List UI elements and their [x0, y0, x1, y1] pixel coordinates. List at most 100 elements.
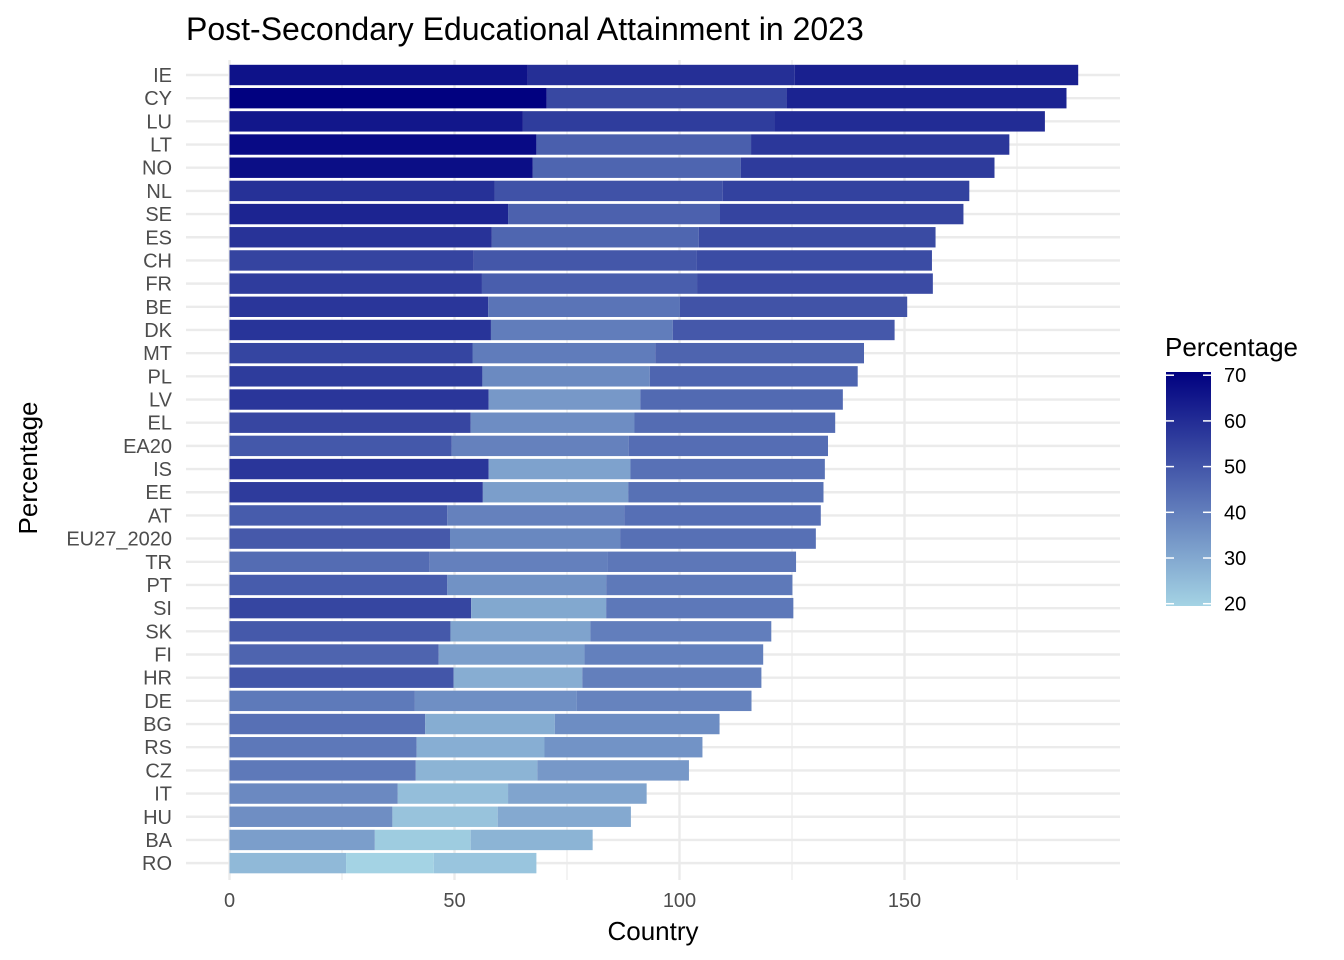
y-axis-title: Percentage [13, 402, 43, 535]
bar-segment: CZ: 27 [415, 760, 538, 781]
bar-segment: EE: 56.3 [229, 482, 483, 503]
bar-segment: FR: 56.1 [229, 273, 482, 294]
bar-segment: SE: 61.9 [229, 203, 509, 225]
x-axis-tick-labels: 0 50 100 150 [224, 890, 921, 912]
y-tick-label: BE [145, 297, 172, 319]
bar-segment: FI: 32.4 [438, 644, 585, 665]
bars: IE: 66.3IE: 59.3IE: 63 CY: 70.5CY: 53.3CY… [229, 64, 1079, 874]
legend-colorbar [1166, 372, 1211, 606]
bar-segment: AT: 39.3 [447, 505, 625, 526]
bar-segment: DK: 49.3 [672, 319, 895, 341]
bar-segment: IT: 37.4 [229, 783, 398, 804]
bar-segment: IT: 24.5 [397, 783, 509, 804]
bar-segment: HU: 29.6 [497, 806, 631, 827]
y-tick-label: TR [145, 552, 172, 574]
bar-segment: NO: 67.4 [229, 157, 533, 178]
bar-segment: EL: 44.6 [634, 412, 836, 433]
bar-segment: RS: 41.6 [229, 737, 417, 758]
bar-segment: EA20: 39.3 [451, 435, 629, 457]
bar-segment: IT: 30.8 [508, 783, 647, 804]
bar-segment: CH: 49.5 [473, 250, 697, 271]
bar-segment: SI: 30 [471, 597, 607, 619]
bar-segment: IS: 31.5 [488, 458, 631, 480]
bar-segment: FR: 52.4 [697, 273, 933, 294]
x-tick-label: 0 [224, 890, 235, 912]
x-tick-label: 100 [663, 890, 696, 912]
legend-tick-label: 70 [1224, 365, 1246, 387]
bar-segment: BA: 21.3 [374, 829, 471, 851]
bar-segment: BE: 57.5 [229, 296, 489, 317]
bar-segment: LV: 57.6 [229, 389, 489, 410]
bar-segment: HU: 23.4 [392, 806, 498, 827]
y-tick-label: IE [153, 65, 172, 87]
bar-segment: LT: 68.2 [229, 134, 537, 155]
y-tick-label: DK [144, 320, 172, 342]
y-tick-label: CY [144, 88, 172, 110]
x-tick-label: 150 [888, 890, 921, 912]
y-tick-label: HR [143, 668, 172, 690]
x-tick-label: 50 [443, 890, 465, 912]
bar-segment: LU: 60.1 [774, 111, 1045, 132]
bar-segment: SK: 40.2 [590, 621, 772, 642]
bar-segment: BA: 32.3 [229, 829, 375, 851]
bar-segment: RS: 28.4 [416, 737, 545, 758]
bar-segment: IS: 43.2 [630, 458, 825, 480]
bar-segment: DE: 36 [414, 690, 577, 712]
y-tick-label: IS [153, 459, 172, 481]
y-axis-tick-labels: IECYLULTNONLSEESCHFRBEDKMTPLLVELEA20ISEE… [66, 65, 172, 875]
y-tick-label: LU [146, 111, 172, 133]
bar-segment: IE: 66.3 [229, 64, 528, 86]
bar-segment: LV: 33.7 [488, 389, 641, 410]
bar-segment: TR: 44.5 [229, 551, 430, 572]
bar-segment: BG: 36.6 [554, 713, 720, 735]
bar-segment: SK: 31.1 [450, 621, 591, 642]
bar-segment: SI: 53.7 [229, 597, 472, 619]
bar-segment: EU27_2020: 37.8 [450, 528, 621, 549]
bar-segment: MT: 40.6 [472, 342, 656, 364]
bar-segment: PL: 56.2 [229, 366, 483, 387]
bar-segment: CZ: 33.7 [537, 760, 689, 781]
bar-segment: HR: 49.8 [229, 667, 454, 688]
legend-tick-labels: 70 60 50 40 30 20 [1166, 365, 1246, 616]
y-tick-label: RO [142, 853, 172, 875]
bar-segment: CY: 62.2 [786, 87, 1067, 109]
bar-segment: EL: 36.4 [470, 412, 635, 433]
bar-segment: EA20: 49.4 [229, 435, 452, 457]
y-tick-label: AT [148, 505, 172, 527]
legend-tick-label: 50 [1224, 457, 1246, 479]
bar-segment: EE: 32.3 [482, 482, 629, 503]
bar-segment: MT: 54 [229, 342, 473, 364]
bar-segment: NL: 54.8 [722, 180, 970, 202]
x-axis-title: Country [607, 916, 698, 946]
bar-segment: LT: 47.7 [536, 134, 752, 155]
bar-segment: FI: 39.7 [584, 644, 764, 665]
bar-segment: IE: 59.3 [527, 64, 795, 86]
y-tick-label: FR [145, 274, 172, 296]
legend-tick-label: 40 [1224, 502, 1246, 524]
bar-segment: CH: 54.3 [229, 250, 474, 271]
bar-segment: TR: 41.8 [607, 551, 797, 572]
y-tick-label: EE [145, 482, 172, 504]
bar-segment: RS: 35.1 [544, 737, 703, 758]
bar-segment: LU: 65.2 [229, 111, 523, 132]
y-tick-label: BG [143, 714, 172, 736]
bar-segment: NL: 50.7 [494, 180, 723, 202]
bar-segment: RO: 19.5 [346, 852, 434, 874]
legend-tick-label: 30 [1224, 548, 1246, 570]
y-tick-label: EL [148, 413, 172, 435]
y-tick-label: CH [143, 250, 172, 272]
bar-segment: PT: 48.4 [229, 574, 448, 596]
bar-segment: IS: 57.6 [229, 458, 489, 480]
bar-segment: PT: 35.3 [447, 574, 607, 596]
bar-segment: HU: 36.2 [229, 806, 393, 827]
bar-segment: TR: 39.6 [429, 551, 608, 572]
y-tick-label: IT [154, 784, 172, 806]
bar-segment: DE: 41.2 [229, 690, 415, 712]
bar-segment: BG: 43.5 [229, 713, 426, 735]
bar-segment: EU27_2020: 49 [229, 528, 450, 549]
bar-segment: AT: 43.7 [624, 505, 821, 526]
bar-segment: CZ: 41.4 [229, 760, 416, 781]
y-tick-label: PL [148, 366, 172, 388]
y-tick-label: MT [143, 343, 172, 365]
